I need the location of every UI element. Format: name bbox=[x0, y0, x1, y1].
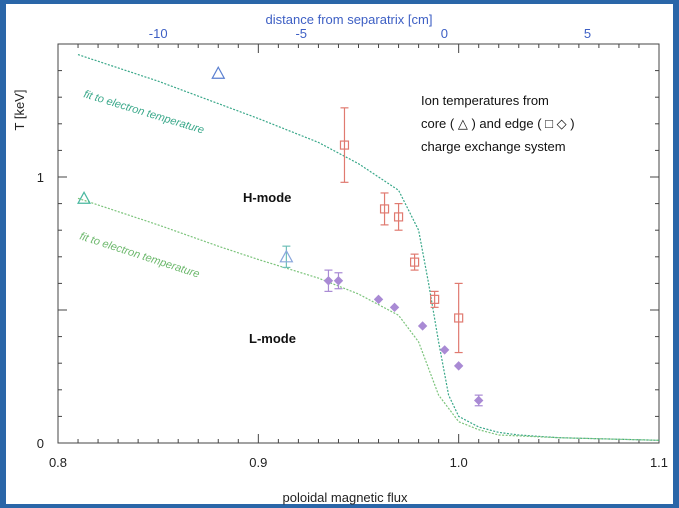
x-tick-label: 1.1 bbox=[650, 455, 668, 470]
diamond-marker bbox=[439, 345, 450, 355]
triangle-marker bbox=[77, 191, 92, 204]
fit-line bbox=[77, 197, 660, 441]
triangle-marker bbox=[279, 249, 294, 263]
diamond-marker bbox=[389, 302, 400, 313]
legend-line-2: core ( △ ) and edge ( □ ◇ ) bbox=[421, 116, 575, 131]
y-axis-label: T [keV] bbox=[12, 90, 27, 131]
diamond-marker bbox=[417, 321, 428, 331]
square-marker bbox=[454, 313, 464, 323]
top-tick-label: -5 bbox=[295, 26, 307, 41]
top-axis-label: distance from separatrix [cm] bbox=[266, 12, 433, 27]
square-marker bbox=[393, 212, 404, 222]
top-tick-label: 5 bbox=[584, 26, 591, 41]
h-mode-label: H-mode bbox=[243, 190, 291, 205]
top-tick-label: -10 bbox=[149, 26, 168, 41]
x-axis-label: poloidal magnetic flux bbox=[282, 490, 408, 505]
square-marker bbox=[339, 140, 350, 150]
h-fit-label: fit to electron temperature bbox=[82, 88, 205, 136]
top-tick-label: 0 bbox=[441, 26, 448, 41]
diamond-marker bbox=[333, 276, 344, 286]
y-tick-label: 0 bbox=[37, 436, 44, 451]
diamond-marker bbox=[453, 361, 464, 371]
diamond-marker bbox=[373, 294, 384, 305]
l-mode-label: L-mode bbox=[249, 331, 296, 346]
square-marker bbox=[379, 204, 390, 214]
x-tick-label: 1.0 bbox=[450, 455, 468, 470]
legend-line-3: charge exchange system bbox=[421, 139, 566, 154]
plot-area bbox=[57, 43, 660, 444]
chart-frame bbox=[6, 4, 673, 504]
x-tick-label: 0.8 bbox=[49, 455, 67, 470]
legend-line-1: Ion temperatures from bbox=[421, 93, 549, 108]
triangle-marker bbox=[211, 66, 226, 79]
diamond-marker bbox=[323, 276, 334, 286]
y-tick-label: 1 bbox=[37, 170, 44, 185]
square-marker bbox=[409, 257, 420, 267]
diamond-marker bbox=[473, 395, 484, 406]
l-fit-label: fit to electron temperature bbox=[78, 230, 201, 280]
x-tick-label: 0.9 bbox=[249, 455, 267, 470]
square-marker bbox=[430, 294, 440, 304]
fit-line bbox=[77, 54, 660, 441]
